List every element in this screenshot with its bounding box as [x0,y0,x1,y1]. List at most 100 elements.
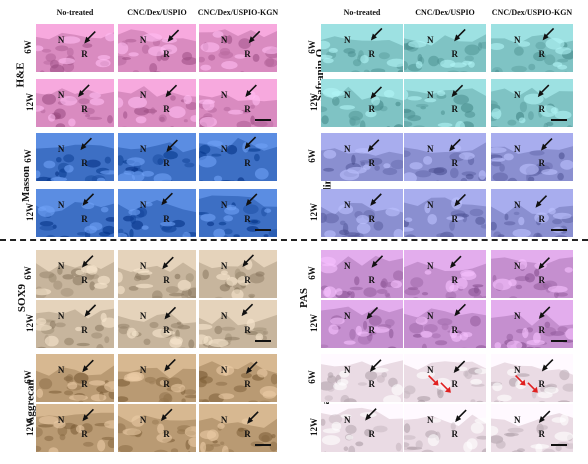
arrow-icon [166,139,178,153]
panel-label-r: R [244,324,251,335]
panel-label-n: N [57,143,65,154]
arrow-icon [78,84,90,97]
panel-label-n: N [220,310,228,321]
panel-label-n: N [57,199,65,210]
panel-label-n: N [513,310,521,321]
panel-label-r: R [81,378,88,389]
column-header-right-2: CNC/Dex/USPIO [415,8,475,17]
micrograph-panel-he-w6-3 [199,24,277,72]
arrow-icon [366,306,379,320]
micrograph-panel-toluidine-w6-1 [321,133,403,181]
panel-label-r: R [451,48,459,59]
micrograph-panel-masson-w12-1 [36,189,114,237]
panel-label-r: R [368,103,376,114]
panel-label-n: N [343,89,351,100]
scale-bar [255,229,271,231]
panel-label-n: N [426,89,434,100]
panel-label-n: N [343,260,351,271]
arrow-icon [542,27,555,41]
panel-label-n: N [343,414,351,425]
panel-label-r: R [368,157,376,168]
panel-label-n: N [139,310,147,321]
micrograph-panel-sox9-w12-2 [118,300,196,348]
panel-label-r: R [538,428,546,439]
micrograph-panel-sox9-w6-1 [36,250,114,298]
panel-label-n: N [139,414,147,425]
arrow-icon [538,410,551,424]
micrograph-panel-toluidine-w6-3 [491,133,573,181]
timepoint-label-w6: 6W [306,40,317,54]
micrograph-panel-safranin-w6-3 [491,24,573,72]
arrow-icon [81,255,94,268]
panel-label-r: R [244,48,251,59]
panel-label-n: N [139,199,147,210]
panel-label-r: R [368,48,376,59]
micrograph-panel-prussian-w12-1 [321,404,403,452]
panel-label-n: N [426,310,434,321]
arrow-icon [541,358,554,372]
arrow-icon [371,255,384,268]
arrow-icon [365,408,377,421]
stain-label-masson: Masson [20,165,33,203]
micrograph-panel-sox9-w12-1 [36,300,114,348]
panel-label-n: N [426,143,434,154]
micrograph-panel-pas-w6-1 [321,250,403,298]
arrow-icon [165,84,178,98]
arrow-icon [449,138,461,152]
micrograph-panel-safranin-w6-1 [321,24,403,72]
arrow-icon [369,359,382,372]
panel-label-r: R [81,157,88,168]
micrograph-panel-prussian-w6-2 [404,354,486,402]
panel-label-r: R [163,378,170,389]
panel-label-n: N [57,414,65,425]
panel-label-r: R [81,274,88,285]
panel-label-n: N [220,89,228,100]
arrow-icon [370,27,383,41]
panel-label-r: R [368,213,376,224]
column-header-left-1: No-treated [56,8,94,17]
panel-label-n: N [220,143,228,154]
timepoint-label-w12: 12W [309,314,319,332]
arrow-icon [245,84,257,98]
scale-bar [551,119,567,121]
arrow-icon [244,136,257,150]
panel-label-r: R [244,157,251,168]
red-arrow-icon [440,382,451,393]
timepoint-label-w6: 6W [306,149,317,163]
panel-label-n: N [57,89,65,100]
panel-label-r: R [244,213,251,224]
panel-label-n: N [139,34,147,45]
arrow-icon [164,358,176,372]
micrograph-panel-toluidine-w6-2 [404,133,486,181]
panel-label-n: N [513,89,521,100]
panel-label-n: N [220,199,228,210]
panel-label-n: N [343,364,351,375]
column-header-left-3: CNC/Dex/USPIO-KGN [197,8,279,17]
panel-label-r: R [538,378,546,389]
arrow-icon [449,255,462,269]
panel-label-n: N [513,199,521,210]
arrow-icon [162,256,174,270]
panel-label-r: R [163,428,170,439]
panel-label-r: R [368,428,376,439]
arrow-icon [454,28,466,42]
arrow-icon [82,408,94,422]
panel-label-r: R [81,428,88,439]
micrograph-panel-safranin-w12-2 [404,79,486,127]
column-header-left-2: CNC/Dex/USPIO [127,8,187,17]
micrograph-panel-masson-w6-3 [199,133,277,181]
micrograph-panel-aggrecan-w6-3 [199,354,277,402]
micrograph-panel-toluidine-w12-2 [404,189,486,237]
arrow-icon [451,84,464,98]
micrograph-panel-pas-w12-1 [321,300,403,348]
scale-bar [551,444,567,446]
scale-bar [551,229,567,231]
scale-bar [255,119,271,121]
panel-label-r: R [538,157,546,168]
panel-label-r: R [163,324,170,335]
micrograph-panel-aggrecan-w12-2 [118,404,196,452]
panel-label-r: R [451,428,459,439]
column-header-right-3: CNC/Dex/USPIO-KGN [491,8,573,17]
micrograph-panel-toluidine-w12-3 [491,189,573,237]
panel-label-n: N [513,414,521,425]
